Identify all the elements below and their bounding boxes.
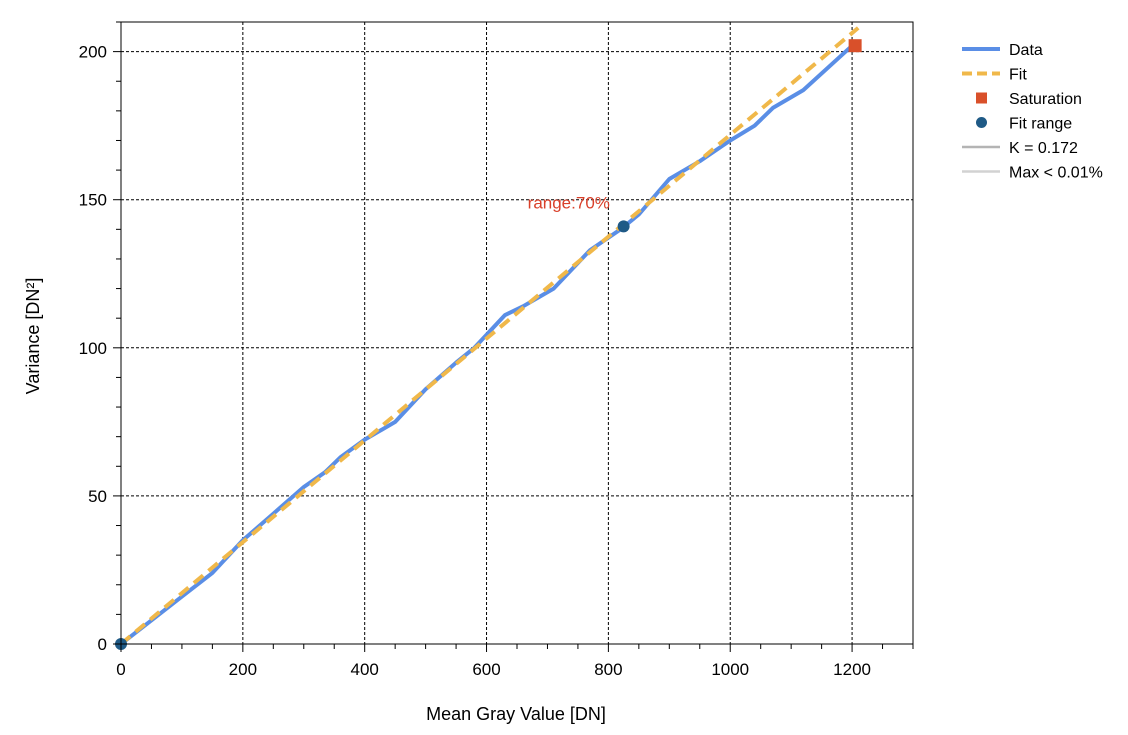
legend-item-saturation: Saturation xyxy=(976,91,1082,108)
legend-label-fit: Fit xyxy=(1009,67,1027,84)
legend-label-fit-range: Fit range xyxy=(1009,116,1072,133)
legend-label-data: Data xyxy=(1009,42,1043,59)
x-tick-label-0: 0 xyxy=(116,660,125,679)
y-tick-label-200: 200 xyxy=(79,43,107,62)
legend-item-max-0-01: Max < 0.01% xyxy=(962,165,1103,182)
x-axis-title: Mean Gray Value [DN] xyxy=(426,704,606,724)
series-layer xyxy=(115,26,862,650)
legend-swatch-saturation xyxy=(976,92,987,104)
y-tick-label-50: 50 xyxy=(88,487,107,506)
legend-label-k-0-172: K = 0.172 xyxy=(1009,140,1078,157)
legend-item-fit-range: Fit range xyxy=(976,116,1072,133)
annotation-0: range:70% xyxy=(528,194,610,213)
x-tick-label-800: 800 xyxy=(594,660,622,679)
legend-item-data: Data xyxy=(962,42,1043,59)
legend-label-saturation: Saturation xyxy=(1009,91,1082,108)
x-tick-label-600: 600 xyxy=(472,660,500,679)
legend-swatch-fit-range xyxy=(976,117,987,128)
legend-label-max-0-01: Max < 0.01% xyxy=(1009,165,1103,182)
legend-item-fit: Fit xyxy=(962,67,1027,84)
y-axis-title: Variance [DN²] xyxy=(23,278,43,395)
series-fit-range-point-1 xyxy=(617,220,630,233)
x-tick-label-400: 400 xyxy=(351,660,379,679)
series-saturation-point-0 xyxy=(848,39,862,53)
annotations: range:70% xyxy=(528,194,610,213)
series-fit-line xyxy=(119,26,860,646)
legend: Data Fit Saturation Fit range K = 0.172 Max <… xyxy=(962,42,1103,182)
x-tick-label-1200: 1200 xyxy=(833,660,871,679)
x-tick-label-200: 200 xyxy=(229,660,257,679)
legend-item-k-0-172: K = 0.172 xyxy=(962,140,1078,157)
y-tick-label-150: 150 xyxy=(79,191,107,210)
axes: 0 200 400 600 800 1000 1200 0 50 100 150 200 Mean Gr… xyxy=(23,21,914,724)
x-tick-label-1000: 1000 xyxy=(711,660,749,679)
y-tick-label-0: 0 xyxy=(98,635,107,654)
y-tick-label-100: 100 xyxy=(79,339,107,358)
